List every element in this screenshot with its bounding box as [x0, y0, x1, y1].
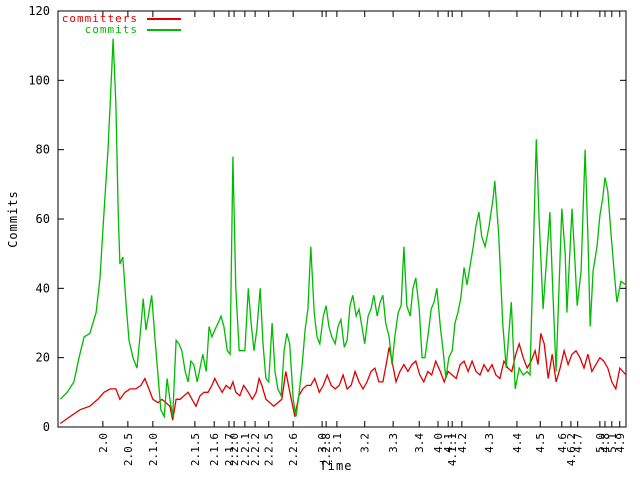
x-tick-label: 4.7	[572, 433, 585, 453]
x-tick-label: 2.1.6	[208, 433, 221, 466]
legend-label-commits: commits	[84, 23, 138, 36]
legend: committers commits	[58, 12, 181, 36]
plot-border	[57, 10, 627, 428]
x-tick-label: 4.1.1	[446, 433, 459, 466]
legend-entry-commits: commits	[58, 23, 181, 36]
y-tick-label: 40	[36, 281, 50, 295]
x-tick-label: 2.0.5	[122, 433, 135, 466]
x-tick-label: 4.6	[556, 433, 569, 453]
x-tick-label: 3.4	[413, 433, 426, 453]
y-axis-title: Commits	[6, 190, 20, 248]
legend-entry-committers: committers	[58, 12, 181, 25]
x-tick-label: 4.8	[599, 433, 612, 453]
x-tick-label: 2.2.2	[249, 433, 262, 466]
x-tick-label: 3.0	[316, 433, 329, 453]
x-tick-label: 2.2.1	[239, 433, 252, 466]
x-tick-label: 2.2.8	[320, 433, 333, 466]
x-tick-label: 4.1	[442, 433, 455, 453]
legend-line-sample-commits	[147, 28, 181, 31]
x-tick-label: 4.2	[456, 433, 469, 453]
x-tick-label: 2.1.0	[147, 433, 160, 466]
x-tick-label: 5.1	[606, 433, 619, 453]
y-tick-label: 0	[43, 420, 50, 434]
x-tick-label: 4.9	[614, 433, 627, 453]
x-tick-label: 4.3	[483, 433, 496, 453]
y-tick-label: 20	[36, 351, 50, 365]
committers-line	[59, 333, 627, 425]
x-tick-label: 2.1.7	[223, 433, 236, 466]
commits-line	[59, 38, 627, 420]
y-tick-label: 120	[28, 4, 50, 18]
x-tick-label: 3.1	[331, 433, 344, 453]
x-tick-label: 2.1.5	[189, 433, 202, 466]
x-tick-label: 2.2.0	[228, 433, 241, 466]
x-tick-label: 5.0	[594, 433, 607, 453]
x-tick-label: 4.4	[511, 433, 524, 453]
legend-label-committers: committers	[61, 12, 138, 25]
y-tick-label: 60	[36, 212, 50, 226]
x-tick-label: 3.3	[387, 433, 400, 453]
x-tick-label: 2.2.5	[263, 433, 276, 466]
y-tick-label: 80	[36, 143, 50, 157]
x-tick-label: 4.5	[534, 433, 547, 453]
x-tick-label: 3.2	[359, 433, 372, 453]
x-axis-title: Time	[319, 459, 353, 473]
x-tick-label: 2.2.6	[287, 433, 300, 466]
x-tick-label: 2.0	[97, 433, 110, 453]
y-tick-label: 100	[28, 73, 50, 87]
legend-line-sample-committers	[147, 17, 181, 20]
x-tick-label: 4.0	[432, 433, 445, 453]
x-tick-label: 4.6.2	[565, 433, 578, 466]
